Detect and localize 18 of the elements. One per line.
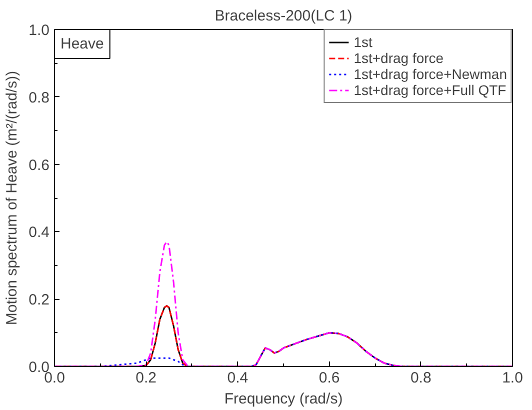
legend-label: 1st+drag force	[354, 50, 444, 66]
x-tick-label: 0.2	[136, 370, 157, 386]
x-tick-label: 0.4	[227, 370, 248, 386]
legend-label: 1st+drag force+Full QTF	[354, 82, 506, 98]
text: 1.0	[502, 370, 523, 386]
legend-label: 1st	[354, 34, 374, 50]
y-tick-label: 1.0	[28, 22, 50, 39]
chart-title: Braceless-200(LC 1)	[214, 8, 352, 24]
y-tick-label: 0.8	[28, 89, 50, 106]
y-axis-title: Motion spectrum of Heave (m²/(rad/s))	[4, 70, 21, 326]
y-tick-label: 0.2	[28, 292, 50, 309]
x-tick-label: 0.6	[318, 370, 340, 386]
x-axis-title: Frequency (rad/s)	[224, 390, 343, 408]
y-tick-label: 0.4	[28, 224, 50, 242]
annotation: Heave	[60, 36, 104, 52]
legend-label: 1st+drag force+Newman	[354, 66, 507, 82]
x-tick-label: 0.8	[410, 370, 432, 386]
y-tick-label: 0.6	[28, 156, 50, 174]
